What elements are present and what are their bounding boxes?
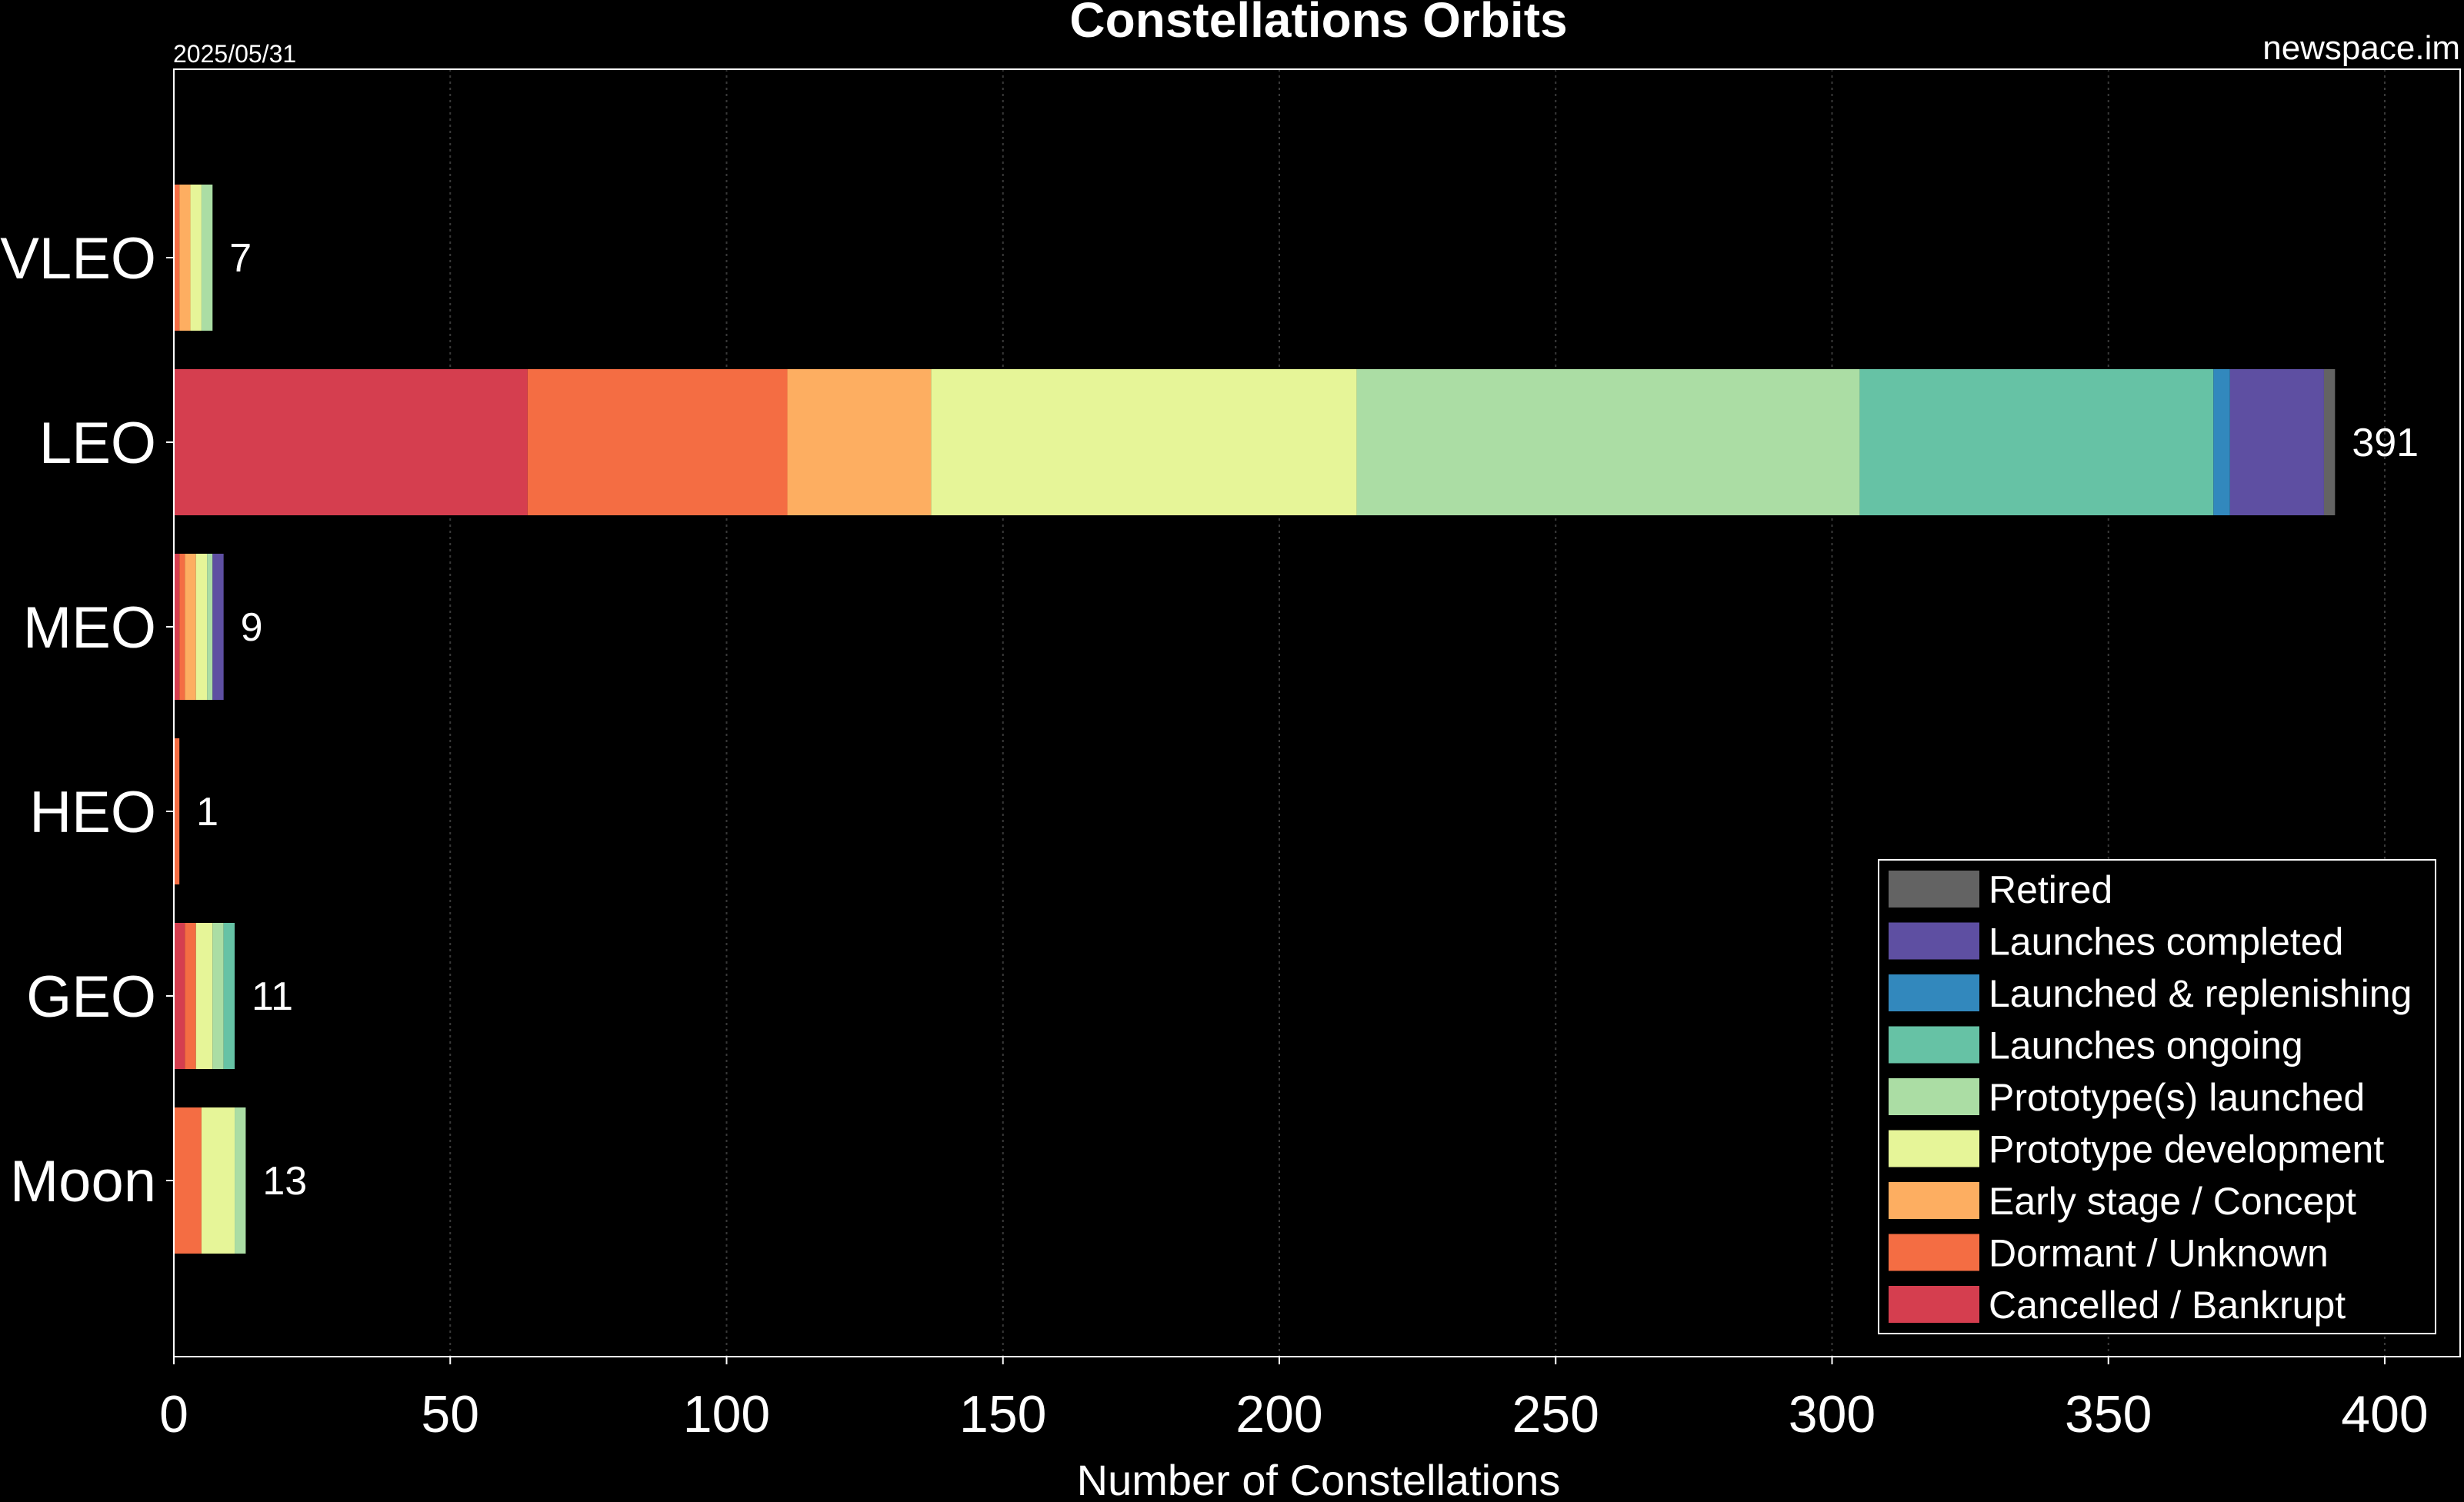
bar-segment <box>212 923 224 1069</box>
legend-swatch <box>1889 1182 1979 1219</box>
axes: 0 50 100 150 200 250 300 350 400 VLEO LEO MEO HEO GEO… <box>0 226 2429 1444</box>
legend-item: Retired <box>1889 868 2112 911</box>
plot-frame <box>173 68 2461 1357</box>
x-tick-label: 200 <box>1235 1385 1322 1444</box>
bar-segment <box>185 923 196 1069</box>
bar-segment <box>174 554 180 700</box>
bars <box>174 185 2336 1254</box>
legend-label: Early stage / Concept <box>1989 1180 2356 1223</box>
x-tick-label: 0 <box>159 1385 188 1444</box>
x-tick-label: 400 <box>2341 1385 2428 1444</box>
y-tick-label: LEO <box>39 411 156 476</box>
legend-swatch <box>1889 974 1979 1011</box>
legend-swatch <box>1889 1234 1979 1271</box>
legend-label: Launches ongoing <box>1989 1024 2303 1067</box>
legend-label: Prototype development <box>1989 1128 2384 1171</box>
bar-segment <box>174 185 180 331</box>
bar-total-label: 7 <box>229 236 252 281</box>
bar-segment <box>223 923 235 1069</box>
bar-segment <box>174 369 528 515</box>
x-tick-label: 50 <box>421 1385 479 1444</box>
bar-segment <box>931 369 1357 515</box>
bar-total-label: 9 <box>241 605 263 650</box>
bar-segment <box>2229 369 2324 515</box>
bar-total-label: 391 <box>2352 421 2419 465</box>
bar-segment <box>190 185 202 331</box>
legend-item: Prototype(s) launched <box>1889 1076 2365 1119</box>
legend-swatch <box>1889 871 1979 908</box>
bar-segment <box>2213 369 2230 515</box>
legend-item: Early stage / Concept <box>1889 1180 2356 1223</box>
legend-label: Dormant / Unknown <box>1989 1232 2329 1275</box>
legend-item: Launched & replenishing <box>1889 972 2412 1015</box>
legend-swatch <box>1889 1130 1979 1167</box>
bar-segment <box>195 923 213 1069</box>
legend-item: Launches ongoing <box>1889 1024 2303 1067</box>
bar-segment <box>201 1107 235 1254</box>
legend-swatch <box>1889 922 1979 960</box>
y-tick-label: VLEO <box>0 226 156 291</box>
legend-item: Prototype development <box>1889 1128 2384 1171</box>
chart-title: Constellations Orbits <box>1069 0 1567 48</box>
bar-segment <box>212 554 224 700</box>
bar-segment <box>201 185 213 331</box>
x-tick-label: 100 <box>683 1385 770 1444</box>
bar-total-label: 1 <box>196 790 218 834</box>
bar-total-label: 11 <box>252 974 293 1019</box>
bar-segment <box>174 923 185 1069</box>
bar-segment <box>235 1107 246 1254</box>
x-tick-label: 300 <box>1789 1385 1876 1444</box>
y-tick-label: MEO <box>23 595 156 661</box>
legend-swatch <box>1889 1286 1979 1323</box>
legend-swatch <box>1889 1078 1979 1115</box>
bar-total-label: 13 <box>262 1159 307 1204</box>
bar-segment <box>174 738 180 884</box>
bar-segment <box>174 1107 202 1254</box>
legend-label: Cancelled / Bankrupt <box>1989 1284 2346 1327</box>
legend-label: Launched & replenishing <box>1989 972 2412 1015</box>
bar-segment <box>787 369 932 515</box>
legend-item: Launches completed <box>1889 921 2343 964</box>
bar-segment <box>179 185 191 331</box>
x-tick-label: 250 <box>1512 1385 1599 1444</box>
bar-segment <box>2323 369 2336 515</box>
x-tick-label: 150 <box>959 1385 1046 1444</box>
y-tick-label: Moon <box>10 1149 156 1214</box>
legend-label: Prototype(s) launched <box>1989 1076 2365 1119</box>
legend-label: Launches completed <box>1989 921 2343 964</box>
chart-source: newspace.im <box>2262 29 2460 67</box>
legend-item: Dormant / Unknown <box>1889 1232 2329 1275</box>
legend-swatch <box>1889 1026 1979 1064</box>
legend: Retired Launches completed Launched & repl… <box>1878 859 2436 1334</box>
x-tick-label: 350 <box>2065 1385 2152 1444</box>
chart-date: 2025/05/31 <box>173 40 296 68</box>
x-axis-label: Number of Constellations <box>1077 1456 1561 1502</box>
bar-segment <box>1356 369 1860 515</box>
y-tick-label: GEO <box>26 964 156 1030</box>
bar-segment <box>207 554 213 700</box>
bar-segment <box>195 554 208 700</box>
y-tick-label: HEO <box>29 780 156 845</box>
bar-segment <box>179 554 185 700</box>
legend-item: Cancelled / Bankrupt <box>1889 1284 2346 1327</box>
bar-segment <box>1859 369 2214 515</box>
bar-segment <box>527 369 788 515</box>
legend-label: Retired <box>1989 868 2112 911</box>
bar-segment <box>185 554 196 700</box>
